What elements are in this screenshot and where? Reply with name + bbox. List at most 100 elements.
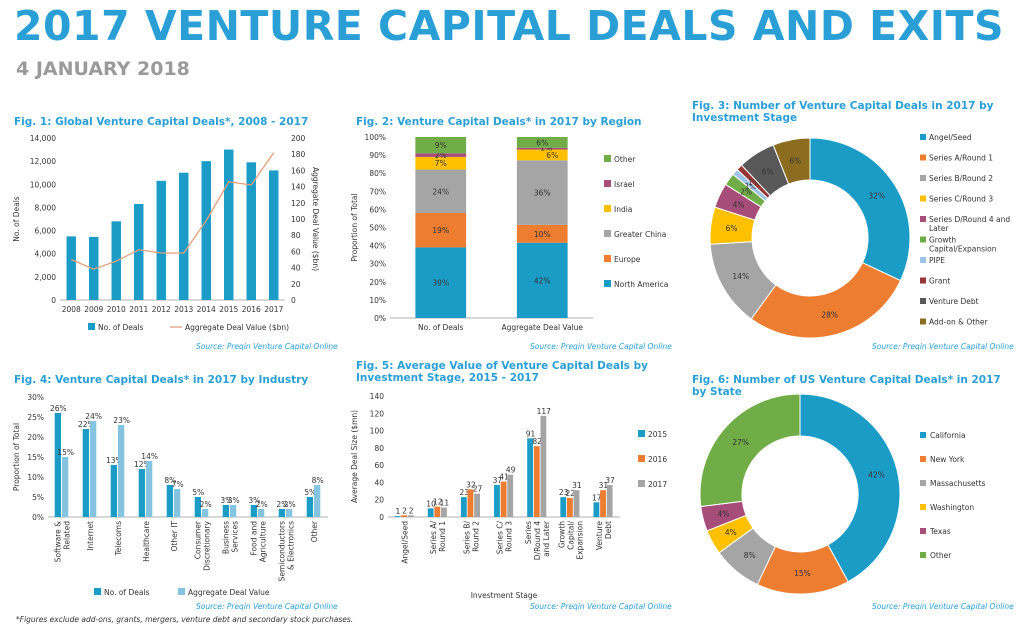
fig4-data-label: 3% bbox=[220, 496, 232, 505]
fig1-bar bbox=[201, 161, 211, 300]
fig6-legend-label: Other bbox=[930, 551, 952, 560]
fig2-ytick: 40% bbox=[369, 242, 386, 251]
fig2-segment bbox=[415, 169, 467, 214]
fig5-ytick: 120 bbox=[370, 409, 385, 418]
fig5-data-label: 17 bbox=[592, 493, 602, 502]
fig3-chart: 32%28%14%6%4%2%1%1%6%6%Angel/SeedSeries … bbox=[709, 133, 1010, 339]
fig1-bar bbox=[246, 162, 256, 300]
fig5-bar bbox=[566, 497, 573, 517]
fig5-data-label: 82 bbox=[532, 437, 542, 446]
fig5-bar bbox=[600, 490, 606, 517]
fig2-ytick: 10% bbox=[369, 296, 386, 305]
fig4-bar bbox=[194, 497, 201, 517]
fig4-data-label: 2% bbox=[200, 500, 212, 509]
fig2-ytick: 90% bbox=[369, 151, 386, 160]
fig5-data-label: 27 bbox=[473, 485, 483, 494]
fig5-bar bbox=[540, 415, 547, 517]
fig5-data-label: 12 bbox=[433, 498, 443, 507]
fig5-legend-swatch bbox=[638, 455, 645, 462]
fig5-data-label: 10 bbox=[426, 499, 436, 508]
fig1-chart: 0 2,000 4,000 6,000 8,000 10,000 12,000 14,000 0… bbox=[12, 134, 320, 332]
fig4-xtick: Internet bbox=[86, 521, 95, 551]
fig5-xlabel: Investment Stage bbox=[471, 591, 538, 600]
fig4-bar bbox=[250, 505, 257, 517]
fig4-bar bbox=[258, 509, 265, 517]
fig2-legend-label: India bbox=[614, 205, 632, 214]
fig2-xtick: Aggregate Deal Value bbox=[501, 323, 583, 332]
fig5-ytick: 140 bbox=[370, 392, 385, 401]
fig4-bar bbox=[90, 421, 97, 517]
fig5-xtick: Round 2 bbox=[471, 521, 480, 552]
fig5-xtick: Debt bbox=[604, 521, 613, 539]
fig2-ytick: 50% bbox=[369, 224, 386, 233]
fig3-legend-label: Series A/Round 1 bbox=[929, 154, 993, 163]
fig2-data-label: 36% bbox=[534, 189, 551, 198]
fig5-xtick: Round 1 bbox=[438, 521, 447, 552]
fig3-data-label: 2% bbox=[740, 188, 752, 197]
fig5-bar bbox=[560, 497, 567, 517]
fig4-ytick: 25% bbox=[27, 413, 44, 422]
fig1-bar bbox=[224, 149, 234, 300]
fig2-segment bbox=[516, 137, 568, 148]
fig4-data-label: 12% bbox=[134, 460, 151, 469]
fig1-y2tick: 120 bbox=[291, 199, 306, 208]
fig5-bar bbox=[441, 507, 447, 517]
fig5-ytick: 0 bbox=[379, 513, 384, 522]
fig3-legend-label: Later bbox=[929, 224, 949, 233]
fig6-legend-swatch bbox=[920, 528, 926, 534]
fig5-data-label: 31 bbox=[599, 481, 609, 490]
fig5-ylabel: Average Deal Size ($mn) bbox=[350, 410, 359, 503]
fig4-xtick: Software & bbox=[54, 521, 63, 562]
fig3-data-label: 1% bbox=[745, 182, 757, 191]
fig6-data-label: 42% bbox=[868, 470, 885, 479]
fig2-ytick: 70% bbox=[369, 187, 386, 196]
fig3-slice bbox=[772, 137, 811, 185]
fig6-legend-label: Texas bbox=[929, 527, 951, 536]
fig2-data-label: 24% bbox=[432, 187, 449, 196]
fig1-bar bbox=[156, 180, 166, 300]
fig5-source: Source: Preqin Venture Capital Online bbox=[530, 602, 672, 611]
fig2-segment bbox=[516, 242, 568, 318]
fig3-legend-swatch bbox=[920, 318, 926, 325]
fig3-legend-label: Add-on & Other bbox=[929, 318, 989, 327]
fig1-bar bbox=[269, 170, 279, 300]
fig4-xtick: Other bbox=[310, 520, 319, 542]
footnote: *Figures exclude add-ons, grants, merger… bbox=[16, 615, 354, 624]
fig1-y2tick: 100 bbox=[291, 215, 306, 224]
fig4-data-label: 13% bbox=[106, 456, 123, 465]
fig4-data-label: 5% bbox=[192, 488, 204, 497]
fig3-title: Fig. 3: Number of Venture Capital Deals … bbox=[692, 100, 994, 124]
fig6-legend-label: Massachusetts bbox=[930, 479, 986, 488]
fig2-legend-swatch bbox=[604, 155, 611, 162]
fig4-data-label: 5% bbox=[304, 488, 316, 497]
fig6-data-label: 4% bbox=[725, 528, 737, 537]
fig4-title: Fig. 4: Venture Capital Deals* in 2017 b… bbox=[14, 374, 309, 386]
fig5-data-label: 2 bbox=[402, 506, 407, 515]
fig4-ytick: 30% bbox=[27, 393, 44, 402]
fig3-legend-label: Grant bbox=[929, 277, 950, 286]
fig1-legend-swatch bbox=[88, 323, 95, 330]
fig5-xtick: Expansion bbox=[575, 521, 584, 560]
fig1-y2tick: 20 bbox=[291, 280, 301, 289]
fig3-legend-swatch bbox=[920, 154, 926, 161]
fig4-bar bbox=[278, 509, 285, 517]
fig1-legend-label: No. of Deals bbox=[98, 323, 144, 332]
fig2-data-label: 42% bbox=[534, 276, 551, 285]
fig5-xtick: Capital/ bbox=[566, 521, 575, 550]
fig4-legend-swatch bbox=[178, 588, 185, 595]
fig2-segment bbox=[415, 156, 467, 170]
fig5-bar bbox=[507, 474, 514, 517]
fig2-data-label: 9% bbox=[435, 141, 447, 150]
fig5-data-label: 41 bbox=[499, 473, 509, 482]
fig5-bar bbox=[427, 508, 434, 517]
fig5-data-label: 31 bbox=[572, 481, 582, 490]
fig3-legend-label: Venture Debt bbox=[929, 297, 979, 306]
fig5-ytick: 40 bbox=[374, 478, 384, 487]
fig3-data-label: 6% bbox=[762, 167, 774, 176]
fig1-xtick: 2012 bbox=[152, 305, 171, 314]
fig4-data-label: 24% bbox=[85, 412, 102, 421]
fig3-legend-label: PIPE bbox=[929, 256, 945, 265]
fig2-ytick: 20% bbox=[369, 278, 386, 287]
fig5-ytick: 100 bbox=[370, 427, 385, 436]
fig5-title: Fig. 5: Average Value of Venture Capital… bbox=[356, 360, 648, 384]
